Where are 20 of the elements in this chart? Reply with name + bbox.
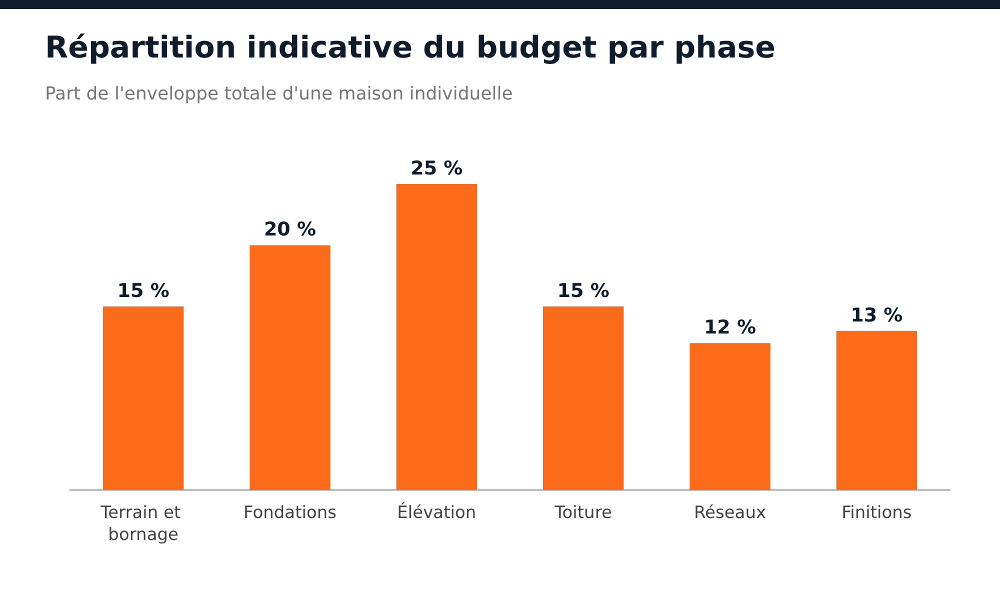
x-tick-label: Fondations [244, 503, 337, 523]
data-label: 13 % [850, 304, 903, 326]
x-tick-label: Toiture [554, 503, 612, 523]
data-label: 15 % [557, 280, 610, 302]
data-label: 15 % [117, 280, 170, 302]
x-tick-label: Terrain et bornage [100, 503, 186, 545]
x-tick-label: Finitions [842, 503, 912, 523]
data-label: 25 % [410, 158, 463, 180]
bar [836, 330, 917, 490]
bar [543, 306, 624, 490]
x-tick-label: Élévation [397, 502, 476, 523]
bar [250, 245, 330, 490]
chart-subtitle: Part de l'enveloppe totale d'une maison individuelle [45, 84, 513, 104]
data-label: 12 % [704, 316, 756, 339]
bar [396, 184, 477, 490]
bar [103, 306, 184, 490]
data-label: 20 % [264, 218, 316, 241]
bar [690, 343, 770, 490]
chart-title: Répartition indicative du budget par phase [45, 30, 776, 66]
x-tick-label: Réseaux [694, 503, 766, 523]
